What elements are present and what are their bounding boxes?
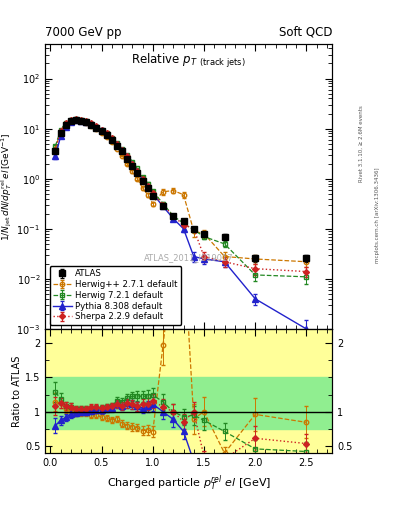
Y-axis label: $1/N_\mathrm{jet}\,dN/dp^\mathrm{rel}_T\,el\,[\mathrm{GeV}^{-1}]$: $1/N_\mathrm{jet}\,dN/dp^\mathrm{rel}_T\… [0,132,14,241]
Text: mcplots.cern.ch [arXiv:1306.3436]: mcplots.cern.ch [arXiv:1306.3436] [375,167,380,263]
Y-axis label: Ratio to ATLAS: Ratio to ATLAS [12,355,22,426]
Text: ATLAS_2011_I919017: ATLAS_2011_I919017 [144,253,233,262]
Text: Rivet 3.1.10, ≥ 2.6M events: Rivet 3.1.10, ≥ 2.6M events [359,105,364,182]
Text: Soft QCD: Soft QCD [279,26,332,39]
Text: Relative $p_T$ $\mathregular{_{(track\ jets)}}$: Relative $p_T$ $\mathregular{_{(track\ j… [131,52,246,70]
Text: 7000 GeV pp: 7000 GeV pp [45,26,122,39]
X-axis label: Charged particle $p_T^{rel}$ $el$ [GeV]: Charged particle $p_T^{rel}$ $el$ [GeV] [107,474,271,493]
Legend: ATLAS, Herwig++ 2.7.1 default, Herwig 7.2.1 default, Pythia 8.308 default, Sherp: ATLAS, Herwig++ 2.7.1 default, Herwig 7.… [50,266,181,325]
